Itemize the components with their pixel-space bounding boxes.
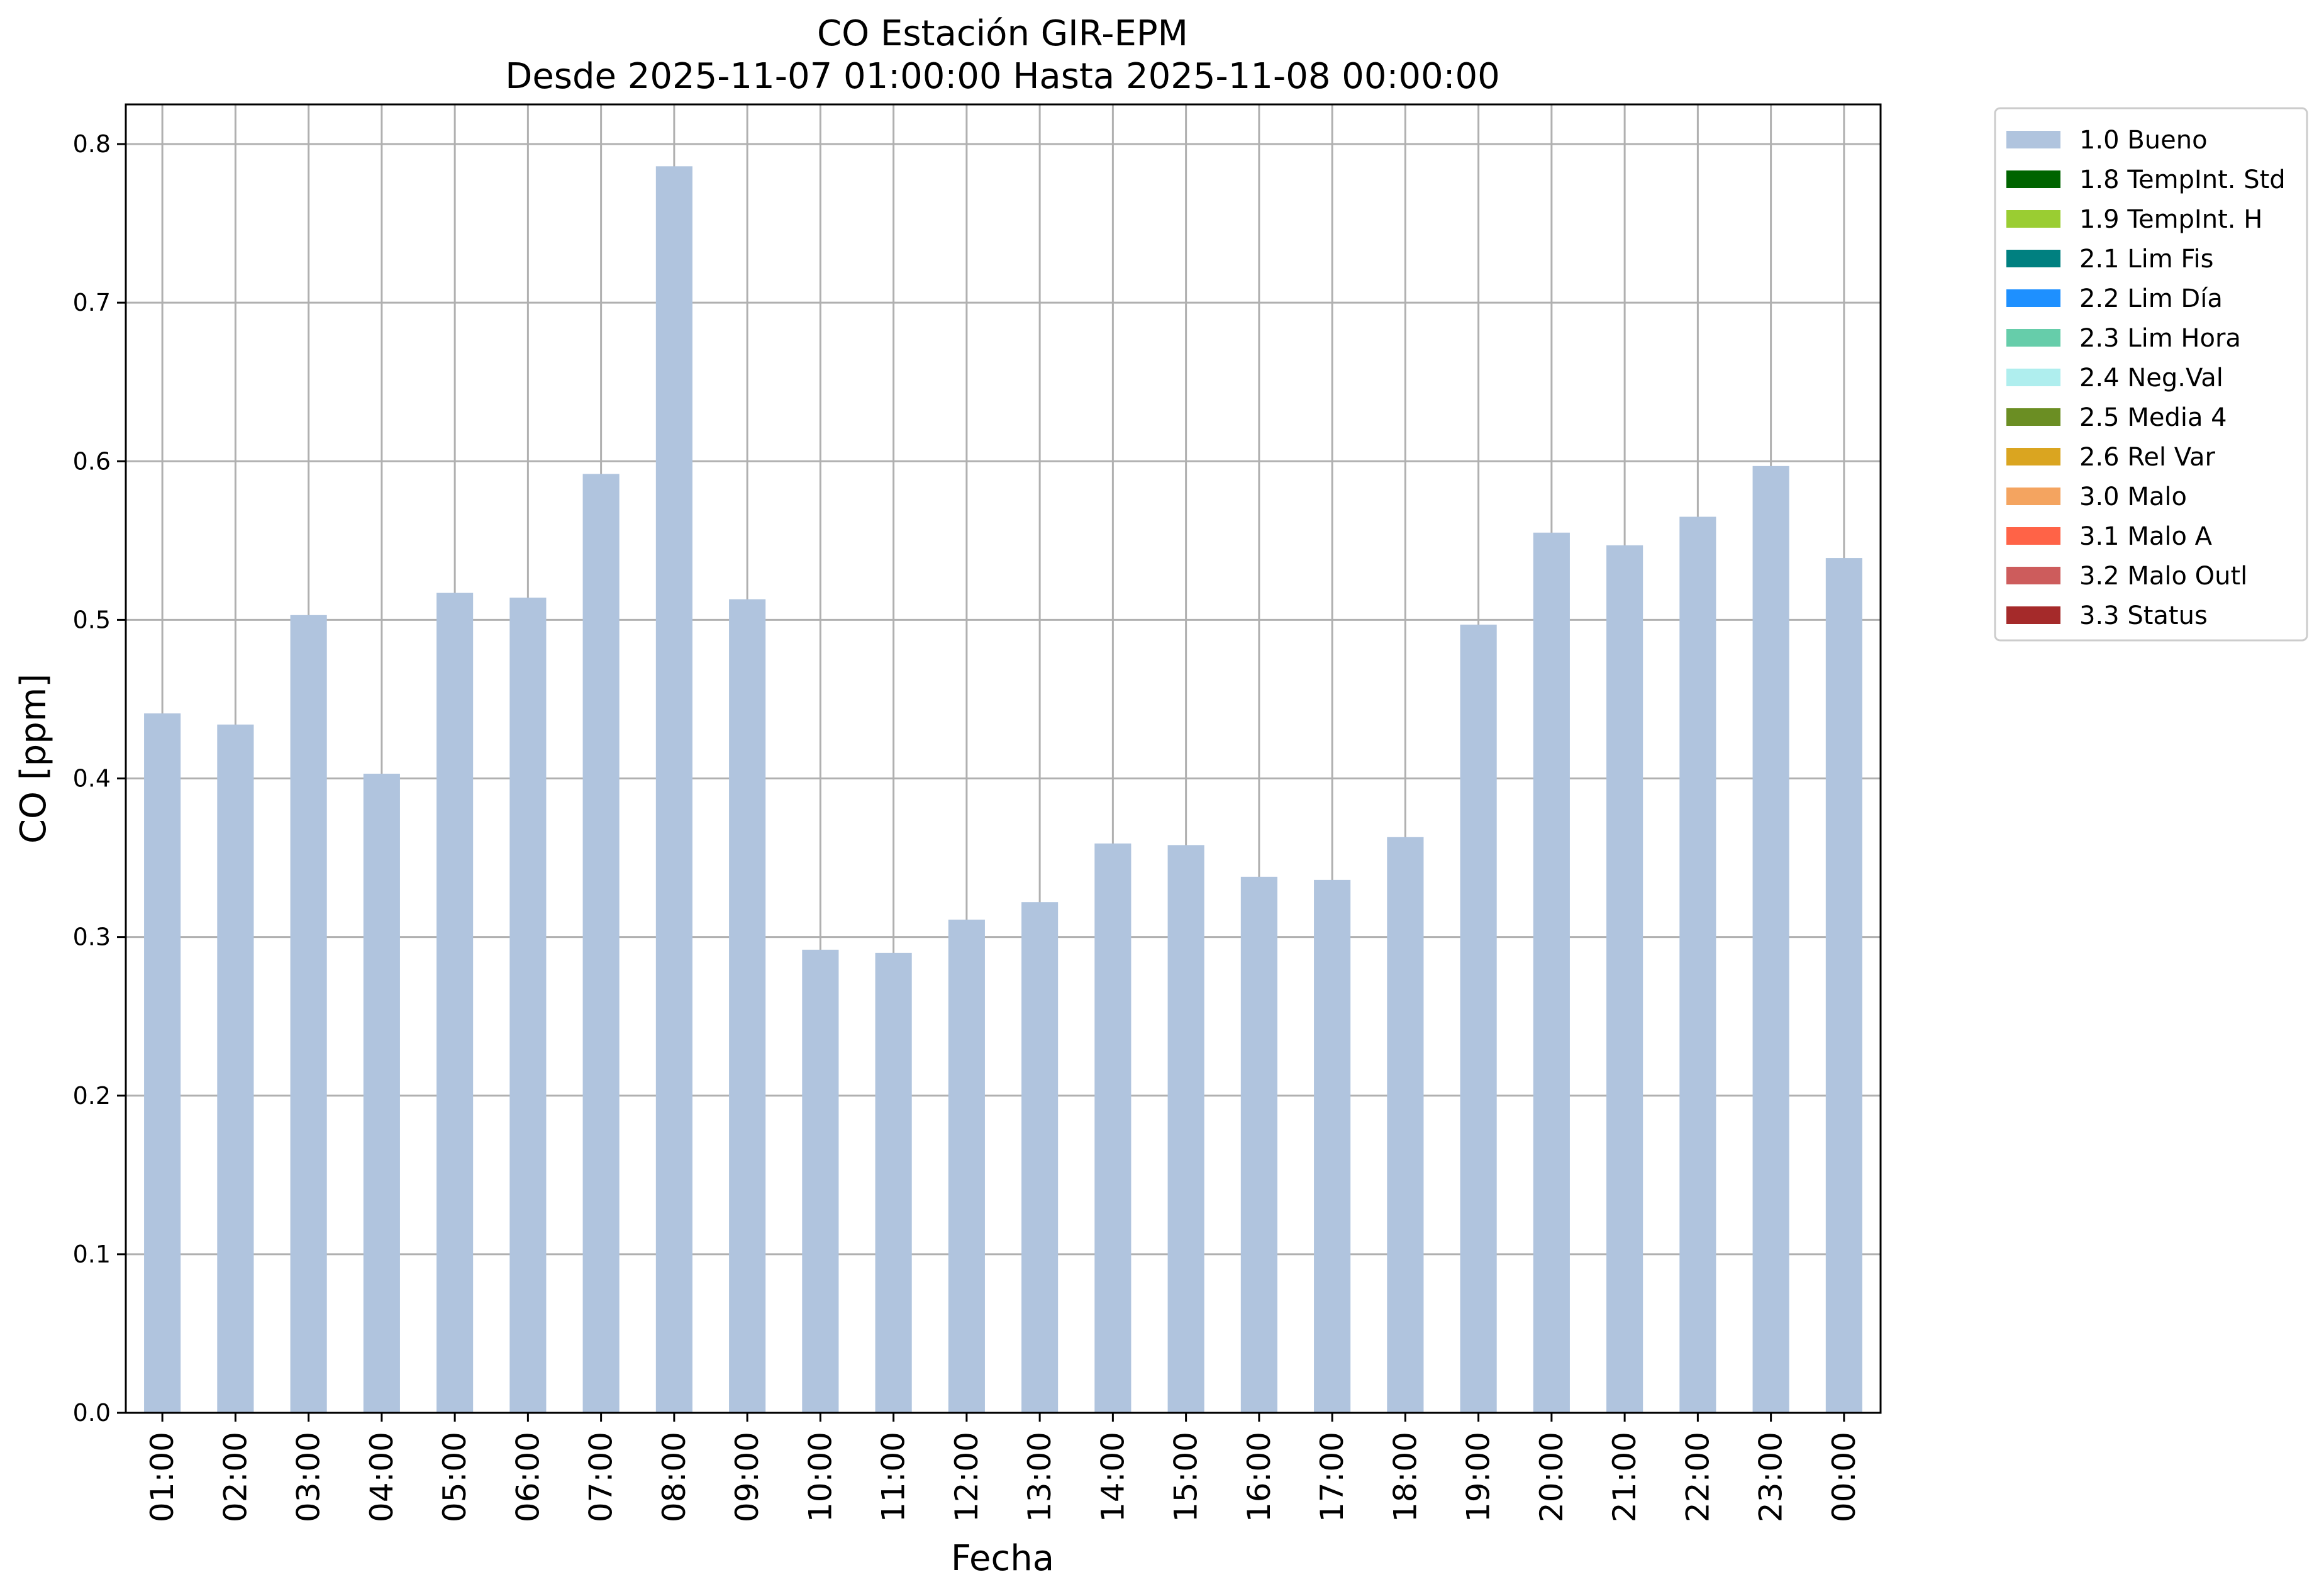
- x-tick-label: 23:00: [1753, 1432, 1789, 1522]
- legend-swatch: [2006, 250, 2060, 267]
- y-tick-label: 0.7: [73, 289, 111, 316]
- bar-19:00: [1460, 624, 1497, 1413]
- y-tick-label: 0.0: [73, 1399, 111, 1427]
- bar-08:00: [655, 166, 692, 1413]
- bars: [144, 166, 1862, 1413]
- bar-09:00: [729, 599, 766, 1413]
- x-tick-label: 05:00: [436, 1432, 473, 1522]
- bar-07:00: [582, 474, 620, 1413]
- plot-frame: [125, 103, 1882, 1414]
- chart-title: CO Estación GIR-EPM: [817, 13, 1188, 54]
- x-axis-ticks: 01:00 02:00 03:00 04:00 05:00 06:00 07:00 08:00…: [144, 1413, 1862, 1522]
- legend-swatch: [2006, 606, 2060, 624]
- legend-label: 1.9 TempInt. H: [2079, 205, 2262, 234]
- y-tick-label: 0.1: [73, 1240, 111, 1268]
- x-tick-label: 06:00: [509, 1432, 546, 1522]
- bar-06:00: [509, 598, 547, 1413]
- legend-swatch: [2006, 289, 2060, 307]
- legend-swatch: [2006, 527, 2060, 545]
- legend-label: 2.5 Media 4: [2079, 403, 2227, 432]
- legend-swatch: [2006, 170, 2060, 188]
- legend-swatch: [2006, 329, 2060, 347]
- x-tick-label: 15:00: [1168, 1432, 1204, 1522]
- x-tick-label: 13:00: [1021, 1432, 1058, 1522]
- bar-17:00: [1314, 879, 1351, 1413]
- legend-swatch: [2006, 567, 2060, 584]
- chart-subtitle: Desde 2025-11-07 01:00:00 Hasta 2025-11-…: [505, 56, 1500, 97]
- x-tick-label: 10:00: [802, 1432, 838, 1522]
- y-tick-label: 0.4: [73, 765, 111, 793]
- x-tick-label: 03:00: [291, 1432, 327, 1522]
- bar-20:00: [1533, 532, 1570, 1413]
- bar-00:00: [1825, 558, 1862, 1413]
- x-tick-label: 19:00: [1460, 1432, 1497, 1522]
- legend-label: 1.0 Bueno: [2079, 126, 2208, 155]
- y-tick-label: 0.8: [73, 130, 111, 158]
- legend-swatch: [2006, 369, 2060, 386]
- legend-swatch: [2006, 448, 2060, 465]
- legend-label: 3.1 Malo A: [2079, 522, 2213, 551]
- legend-label: 1.8 TempInt. Std: [2079, 165, 2286, 194]
- x-tick-label: 09:00: [729, 1432, 765, 1522]
- bar-13:00: [1021, 902, 1059, 1413]
- bar-14:00: [1094, 843, 1131, 1413]
- x-tick-label: 16:00: [1241, 1432, 1277, 1522]
- x-tick-label: 12:00: [948, 1432, 985, 1522]
- y-tick-label: 0.6: [73, 447, 111, 475]
- y-axis-ticks: 0.0 0.1 0.2 0.3 0.4 0.5 0.6 0.7 0.8: [73, 130, 126, 1427]
- legend-label: 2.4 Neg.Val: [2079, 364, 2223, 393]
- x-tick-label: 04:00: [364, 1432, 400, 1522]
- x-tick-label: 02:00: [217, 1432, 253, 1522]
- x-tick-label: 17:00: [1314, 1432, 1350, 1522]
- legend-swatch: [2006, 408, 2060, 426]
- bar-15:00: [1167, 845, 1204, 1413]
- legend-label: 2.3 Lim Hora: [2079, 324, 2241, 353]
- x-tick-label: 18:00: [1387, 1432, 1423, 1522]
- bar-01:00: [144, 713, 181, 1413]
- bar-12:00: [948, 919, 985, 1413]
- x-tick-label: 08:00: [656, 1432, 692, 1522]
- x-tick-label: 14:00: [1094, 1432, 1131, 1522]
- bar-18:00: [1387, 837, 1424, 1413]
- legend-swatch: [2006, 131, 2060, 148]
- bar-03:00: [290, 615, 327, 1413]
- legend: 1.0 Bueno 1.8 TempInt. Std 1.9 TempInt. H 2…: [1994, 107, 2308, 642]
- x-tick-label: 11:00: [876, 1432, 912, 1522]
- bar-11:00: [875, 952, 912, 1413]
- bar-10:00: [802, 949, 839, 1413]
- legend-label: 2.1 Lim Fis: [2079, 245, 2213, 274]
- y-tick-label: 0.3: [73, 923, 111, 951]
- x-tick-label: 22:00: [1679, 1432, 1716, 1522]
- x-axis-label: Fecha: [951, 1538, 1054, 1579]
- legend-swatch: [2006, 210, 2060, 228]
- bar-04:00: [363, 773, 400, 1413]
- x-tick-label: 20:00: [1533, 1432, 1570, 1522]
- x-tick-label: 07:00: [583, 1432, 620, 1522]
- bar-16:00: [1240, 876, 1277, 1413]
- y-axis-label: CO [ppm]: [13, 674, 54, 844]
- bar-02:00: [217, 724, 254, 1413]
- bar-05:00: [436, 593, 474, 1413]
- y-tick-label: 0.5: [73, 606, 111, 633]
- legend-label: 3.0 Malo: [2079, 482, 2187, 511]
- legend-swatch: [2006, 488, 2060, 505]
- bar-22:00: [1679, 516, 1716, 1413]
- legend-label: 2.2 Lim Día: [2079, 284, 2223, 313]
- x-tick-label: 21:00: [1606, 1432, 1643, 1522]
- bar-21:00: [1606, 545, 1643, 1413]
- legend-label: 2.6 Rel Var: [2079, 443, 2216, 472]
- bar-23:00: [1752, 465, 1789, 1413]
- legend-label: 3.2 Malo Outl: [2079, 562, 2247, 591]
- x-tick-label: 00:00: [1826, 1432, 1862, 1522]
- legend-box: [1994, 107, 2308, 642]
- legend-label: 3.3 Status: [2079, 601, 2208, 630]
- y-tick-label: 0.2: [73, 1082, 111, 1110]
- x-tick-label: 01:00: [144, 1432, 181, 1522]
